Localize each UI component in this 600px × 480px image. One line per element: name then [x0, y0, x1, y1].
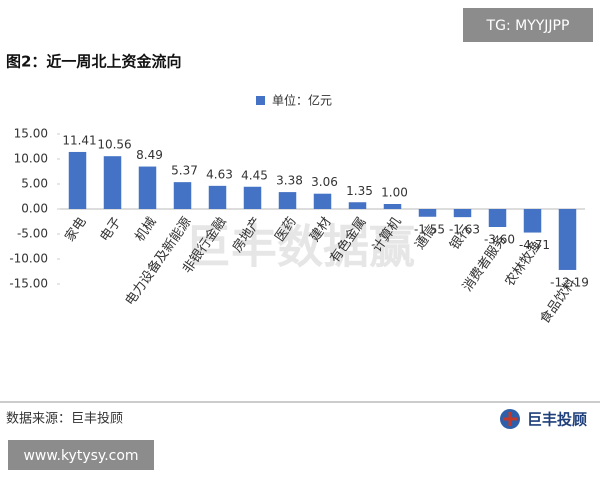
logo-text: 巨丰投顾	[527, 411, 587, 429]
x-tick-label: 家电	[62, 214, 90, 244]
bar	[348, 202, 367, 209]
bar	[68, 151, 87, 209]
bar	[103, 156, 122, 209]
website-box	[8, 440, 154, 470]
bar	[313, 193, 332, 209]
y-tick-label: 10.00	[14, 152, 48, 166]
y-tick-label: 15.00	[14, 127, 48, 141]
value-label: 1.00	[381, 186, 408, 200]
y-tick-label: -15.00	[9, 277, 48, 291]
plot: 15.00 10.00 5.00 0.00 -5.00 -10.00 -15.00 单位：亿元…	[9, 93, 589, 327]
value-label: 3.38	[276, 174, 303, 188]
value-label: 5.37	[171, 164, 198, 178]
website: www.kytysy.com	[23, 448, 138, 464]
value-label: 4.63	[206, 167, 233, 181]
value-label: -4.71	[519, 238, 550, 252]
value-label: 1.35	[346, 184, 373, 198]
value-label: 11.41	[62, 133, 96, 147]
x-tick-label: 机械	[132, 215, 159, 245]
value-label: 3.06	[311, 175, 338, 189]
chart-title: 图2：近一周北上资金流向	[6, 53, 181, 71]
tag-box	[463, 8, 593, 42]
bar	[243, 186, 262, 209]
bar	[383, 204, 402, 209]
bar	[453, 209, 472, 218]
bar	[558, 209, 577, 270]
bar	[208, 185, 227, 209]
logo-icon-mark	[503, 412, 517, 426]
value-label: 8.49	[136, 148, 163, 162]
value-label: -1.55	[414, 222, 445, 236]
legend-swatch	[256, 96, 265, 105]
bar	[173, 182, 192, 209]
y-tick-label: 5.00	[21, 177, 48, 191]
source: 数据来源：巨丰投顾	[6, 411, 123, 427]
bar	[488, 209, 507, 227]
tag: TG: MYYJJPP	[486, 18, 570, 34]
value-label: -1.63	[449, 223, 480, 237]
y-tick-label: -10.00	[9, 252, 48, 266]
bar	[138, 166, 157, 209]
bar	[418, 209, 437, 217]
watermark: 巨丰数据赢	[185, 220, 415, 274]
value-label: -3.60	[484, 233, 515, 247]
bar	[523, 209, 542, 233]
value-label: 4.45	[241, 168, 268, 182]
y-tick-label: 0.00	[21, 202, 48, 216]
value-label: -12.19	[550, 275, 589, 289]
bar	[278, 192, 297, 209]
x-tick-label: 电子	[97, 215, 124, 245]
y-tick-label: -5.00	[17, 227, 48, 241]
value-label: 10.56	[97, 138, 131, 152]
legend-label: 单位：亿元	[272, 93, 332, 108]
